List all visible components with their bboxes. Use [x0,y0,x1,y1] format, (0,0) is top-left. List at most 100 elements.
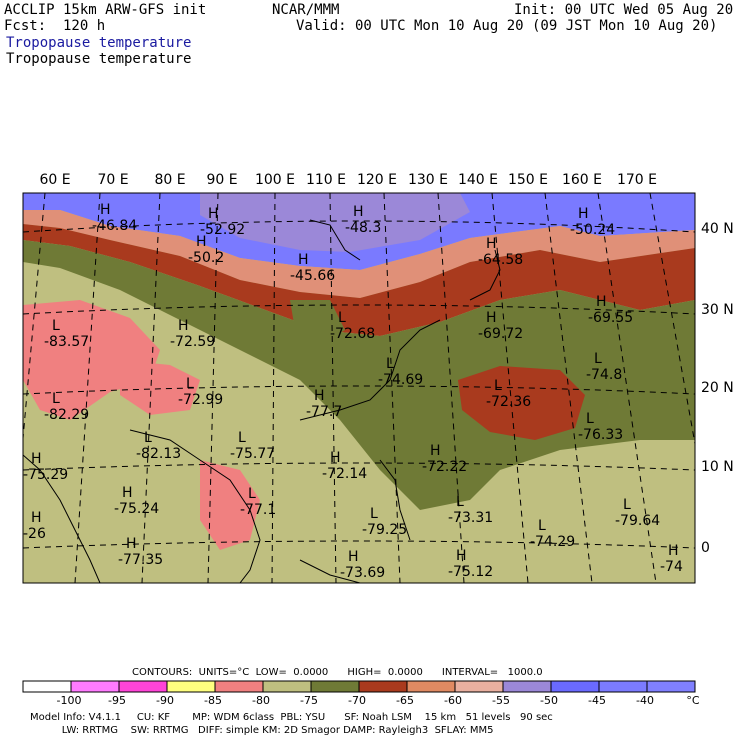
low-marker: L [594,351,602,367]
marker-value: -76.33 [578,427,623,443]
lon-label: 70 E [97,172,129,188]
high-marker: H [456,548,467,564]
high-marker: H [31,510,42,526]
high-marker: H [298,252,309,268]
lon-label: 120 E [356,172,398,188]
low-marker: L [144,430,152,446]
high-marker: H [430,443,441,459]
colorbar-swatch [166,680,216,693]
high-marker: H [196,234,207,250]
forecast-hour: Fcst: 120 h [4,18,106,34]
field-title-contour: Tropopause temperature [6,51,192,67]
title-left-line1: ACCLIP 15km ARW-GFS init [4,2,207,18]
marker-value: -69.55 [588,310,633,326]
low-marker: L [386,356,394,372]
marker-value: -82.29 [44,407,89,423]
colorbar-tick-label: °C [686,694,700,707]
low-marker: L [248,486,256,502]
low-marker: L [238,430,246,446]
colorbar-tick-label: -50 [540,694,558,707]
marker-value: -74.8 [586,367,622,383]
low-marker: L [456,494,464,510]
marker-value: -50.2 [188,250,224,266]
high-marker: H [126,536,137,552]
colorbar-swatch [214,680,264,693]
high-marker: H [486,236,497,252]
valid-time: Valid: 00 UTC Mon 10 Aug 20 (09 JST Mon … [296,18,718,34]
marker-value: -77.35 [118,552,163,568]
marker-value: -83.57 [44,334,89,350]
lon-label: 110 E [305,172,347,188]
marker-value: -75.77 [230,446,275,462]
marker-value: -75.24 [114,501,159,517]
low-marker: L [52,391,60,407]
lon-label: 100 E [254,172,296,188]
map-frame [22,192,696,584]
colorbar-swatch [502,680,552,693]
marker-value: -50.24 [570,222,615,238]
coastlines [23,219,501,583]
high-marker: H [100,202,111,218]
low-marker: L [338,310,346,326]
marker-value: -79.64 [615,513,660,529]
lon-label: 80 E [154,172,186,188]
high-marker: H [31,451,42,467]
marker-value: -72.59 [170,334,215,350]
colorbar-swatch [406,680,456,693]
hl-markers: H-46.84H-52.92H-48.3H-50.2 H-45.66H-64.58… [23,202,683,581]
marker-value: -45.66 [290,268,335,284]
marker-value: -73.31 [448,510,493,526]
low-marker: L [623,497,631,513]
footer-line1: Model Info: V4.1.1 CU: KF MP: WDM 6class… [30,712,553,723]
lon-label: 150 E [507,172,549,188]
high-marker: H [314,388,325,404]
colorbar-tick-label: -65 [396,694,414,707]
low-marker: L [494,378,502,394]
lat-label: 30 N [701,302,734,318]
colorbar-swatch [550,680,600,693]
contour-info: CONTOURS: UNITS=°C LOW= 0.0000 HIGH= 0.0… [132,667,543,678]
lon-label: 90 E [206,172,238,188]
colorbar-tick-label: -70 [348,694,366,707]
marker-value: -75.29 [23,467,68,483]
marker-value: -46.84 [92,218,137,234]
lat-label: 10 N [701,459,734,475]
marker-value: -72.99 [178,392,223,408]
colorbar-tick-label: -55 [492,694,510,707]
marker-value: -77.1 [240,502,276,518]
footer-line2: LW: RRTMG SW: RRTMG DIFF: simple KM: 2D … [30,725,494,736]
lon-label: 170 E [616,172,658,188]
marker-value: -48.3 [345,220,381,236]
colorbar-swatch [358,680,408,693]
shaded-field [23,193,695,583]
marker-value: -75.12 [448,564,493,580]
marker-value: -72.68 [330,326,375,342]
marker-value: -74 [660,559,683,575]
colorbar-swatch [262,680,312,693]
low-marker: L [370,506,378,522]
colorbar-tick-label: -75 [300,694,318,707]
high-marker: H [178,318,189,334]
colorbar-tick-label: -45 [588,694,606,707]
marker-value: -73.69 [340,565,385,581]
colorbar-tick-label: -40 [636,694,654,707]
colorbar-tick-label: -85 [204,694,222,707]
low-marker: L [186,376,194,392]
lon-label: 140 E [457,172,499,188]
colorbar-tick-label: -100 [57,694,82,707]
lon-label: 160 E [561,172,603,188]
field-title-shaded: Tropopause temperature [6,35,192,51]
lon-label: 130 E [407,172,449,188]
marker-value: -26 [23,526,46,542]
center-label: NCAR/MMM [272,2,340,18]
high-marker: H [578,206,589,222]
graticule [23,193,695,583]
high-marker: H [486,310,497,326]
marker-value: -77.7 [306,404,342,420]
marker-value: -52.92 [200,222,245,238]
colorbar-tick-label: -90 [156,694,174,707]
colorbar: -100 -95 -90 -85 -80 -75 -70 -65 -60 -55 -50 -45 -40… [22,680,700,707]
colorbar-swatch [310,680,360,693]
marker-value: -79.25 [362,522,407,538]
